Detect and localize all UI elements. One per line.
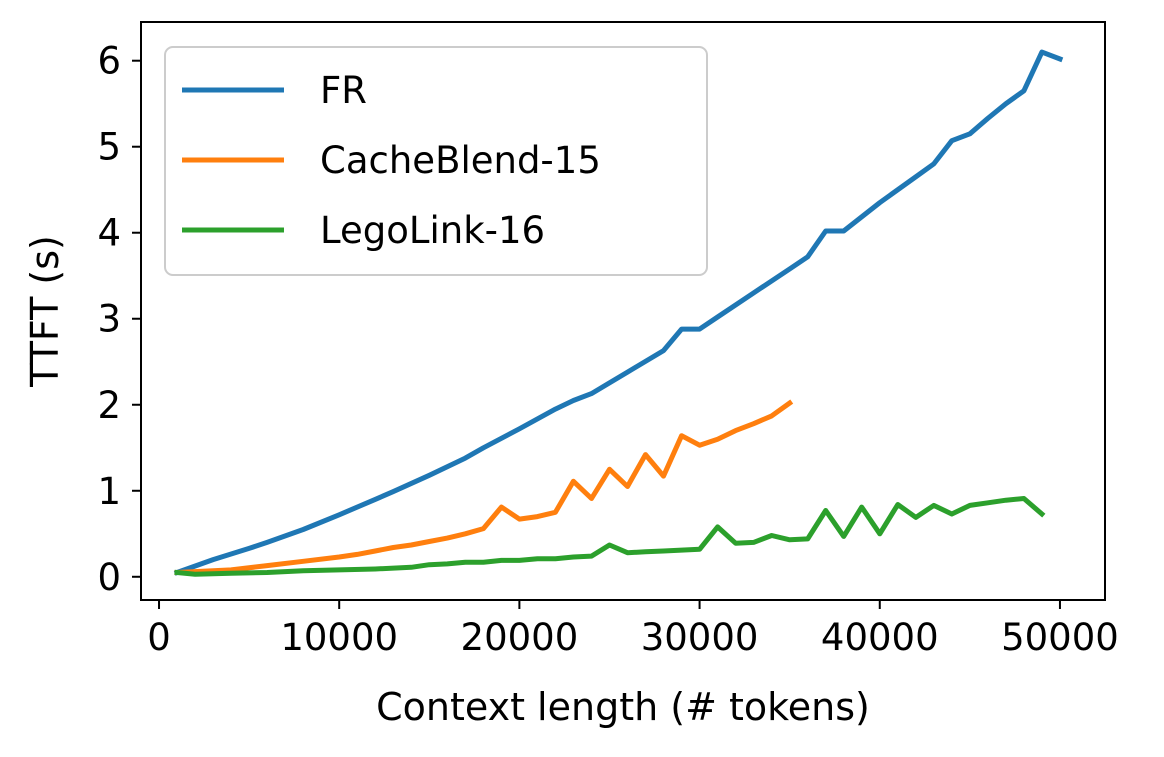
legend-label-1: CacheBlend-15: [320, 139, 601, 182]
y-axis-ticks: 0 1 2 3 4 5 6: [97, 40, 141, 599]
y-tick-label: 4: [97, 212, 121, 255]
y-tick-label: 0: [97, 556, 121, 599]
y-tick-label: 6: [97, 40, 121, 83]
x-axis-ticks: 0 10000 20000 30000 40000 50000: [147, 600, 1119, 659]
legend-label-2: LegoLink-16: [320, 209, 545, 252]
y-tick-label: 1: [97, 470, 121, 513]
plot-frame: [140, 21, 1106, 601]
x-tick-label: 40000: [821, 616, 939, 659]
x-tick-label: 50000: [1001, 616, 1119, 659]
x-tick-label: 30000: [641, 616, 759, 659]
x-tick-label: 20000: [461, 616, 579, 659]
y-tick-label: 3: [97, 298, 121, 341]
x-tick-label: 0: [147, 616, 171, 659]
legend-label-0: FR: [320, 69, 367, 112]
x-tick-label: 10000: [280, 616, 398, 659]
series-line-2: [174, 496, 1046, 577]
legend: FR CacheBlend-15 LegoLink-16: [164, 46, 708, 276]
legend-box: [164, 46, 708, 276]
y-tick-label: 2: [97, 384, 121, 427]
plot-lines: [173, 49, 1064, 577]
series-line-1: [174, 399, 794, 576]
y-axis-label: TTFT (s): [23, 235, 67, 388]
y-tick-label: 5: [97, 126, 121, 169]
series-line-0: [173, 49, 1064, 576]
x-axis-label: Context length (# tokens): [376, 685, 870, 729]
